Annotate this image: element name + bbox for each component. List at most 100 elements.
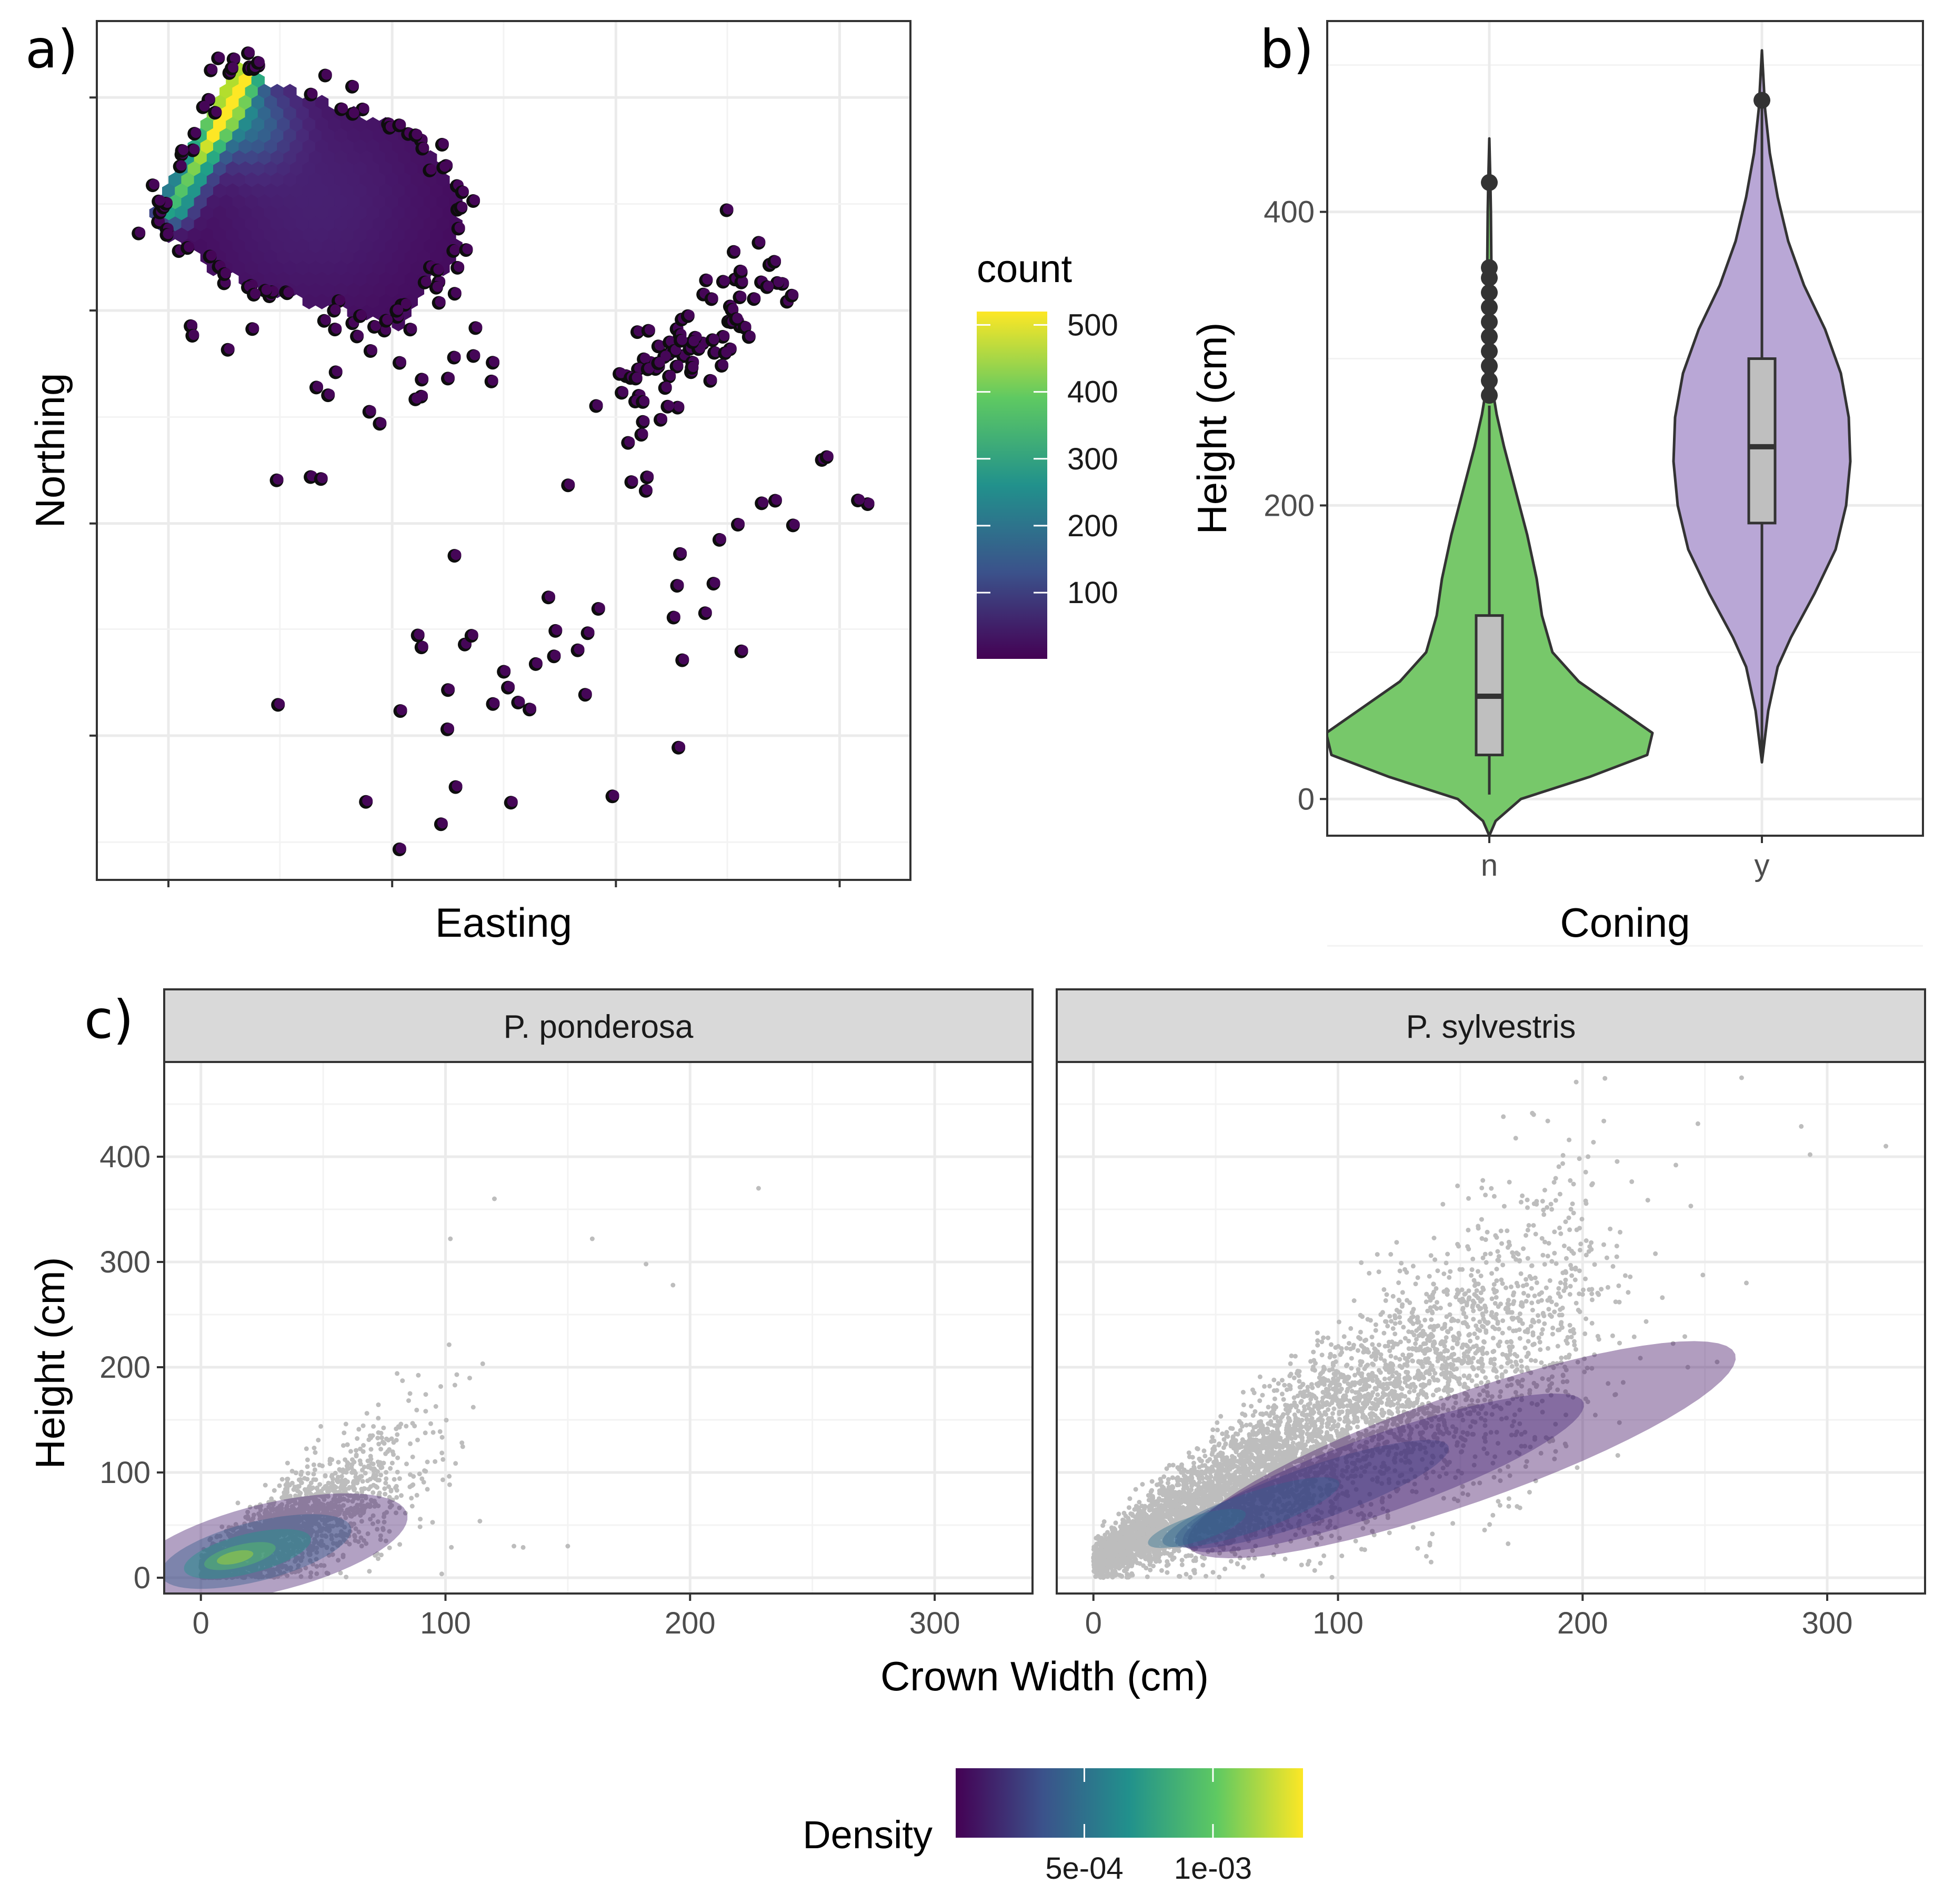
hex-point <box>395 843 406 854</box>
panel-b-violins <box>1327 49 1852 836</box>
scatter-point <box>387 1529 392 1534</box>
scatter-point <box>344 1575 349 1580</box>
scatter-point <box>1553 1176 1558 1181</box>
hex-bin <box>322 150 335 166</box>
scatter-point <box>425 1459 430 1465</box>
hex-point <box>452 780 463 791</box>
hex-bin <box>251 183 265 199</box>
hex-bin <box>289 139 303 155</box>
scatter-point <box>1553 1198 1558 1203</box>
scatter-point <box>278 1522 283 1527</box>
scatter-point <box>336 1558 341 1563</box>
hex-point <box>458 186 469 197</box>
hex-point <box>758 497 769 508</box>
hex-bin <box>385 260 399 276</box>
scatter-point <box>1406 1346 1411 1351</box>
scatter-point <box>1116 1511 1121 1517</box>
hex-point <box>444 723 454 734</box>
scatter-point <box>353 1526 358 1531</box>
hex-bin <box>373 194 386 210</box>
hex-point <box>439 161 450 172</box>
hex-point <box>732 313 743 324</box>
scatter-point <box>378 1447 384 1452</box>
scatter-point <box>302 1522 307 1528</box>
hex-bin <box>232 260 246 276</box>
hex-bin <box>392 227 405 243</box>
scatter-point <box>1164 1466 1169 1471</box>
scatter-point <box>387 1447 392 1452</box>
scatter-point <box>200 1574 205 1579</box>
scatter-point <box>1318 1560 1323 1566</box>
scatter-point <box>407 1391 413 1396</box>
scatter-point <box>1515 1394 1520 1399</box>
scatter-point <box>326 1553 332 1558</box>
scatter-point <box>254 1525 259 1530</box>
scatter-point <box>1567 1322 1572 1328</box>
hex-bin <box>238 73 252 88</box>
scatter-point <box>1589 1366 1595 1371</box>
hex-bin <box>392 249 405 265</box>
scatter-point <box>353 1538 358 1543</box>
scatter-point <box>207 1554 212 1559</box>
hex-bin <box>340 139 354 155</box>
hex-point <box>393 304 404 315</box>
hex-point <box>317 473 328 484</box>
hex-bin <box>213 139 227 155</box>
hex-point <box>472 322 483 333</box>
hex-bin <box>264 227 278 243</box>
hex-point <box>406 323 417 334</box>
outlier-n <box>1481 328 1498 345</box>
scatter-point <box>284 1504 289 1509</box>
hex-point <box>642 484 653 495</box>
scatter-point <box>387 1495 392 1500</box>
scatter-point <box>341 1443 346 1448</box>
hex-point <box>773 276 784 287</box>
scatter-point <box>1507 1450 1512 1455</box>
scatter-point <box>350 1485 355 1490</box>
scatter-point <box>320 1464 325 1468</box>
hex-bin <box>264 205 278 221</box>
hex-point <box>187 319 198 330</box>
hex-bin <box>315 227 329 243</box>
scatter-point <box>1341 1334 1347 1339</box>
scatter-point <box>252 1556 257 1561</box>
panel-a-legend-title: count <box>977 247 1072 290</box>
hex-point <box>701 607 712 618</box>
scatter-point <box>211 1569 216 1574</box>
hex-bin <box>264 183 278 199</box>
hex-bin <box>270 84 284 99</box>
hex-point <box>789 519 800 530</box>
scatter-point <box>1390 1374 1395 1379</box>
scatter-point <box>1519 1364 1524 1369</box>
scatter-point <box>1489 1312 1494 1318</box>
scatter-point <box>285 1477 290 1481</box>
scatter-outlier <box>492 1196 497 1201</box>
hex-point <box>708 334 719 345</box>
scatter-point <box>417 1471 422 1477</box>
hex-bin <box>353 249 367 265</box>
scatter-point <box>1345 1476 1350 1481</box>
scatter-point <box>1218 1414 1224 1419</box>
hex-bin <box>264 249 278 265</box>
hex-bin <box>398 260 412 276</box>
scatter-point <box>1522 1345 1528 1350</box>
panel-b-x-title: Coning <box>1560 899 1690 946</box>
hex-point <box>574 644 585 655</box>
scatter-point <box>1608 1226 1613 1231</box>
hex-point <box>229 53 241 64</box>
hex-bin <box>283 238 297 254</box>
hex-point <box>356 309 367 320</box>
hex-bin <box>289 183 303 199</box>
scatter-point <box>217 1553 223 1558</box>
scatter-point <box>1518 1358 1524 1364</box>
hex-bin <box>385 172 399 188</box>
hex-bin <box>219 106 233 122</box>
scatter-point <box>313 1505 318 1510</box>
hex-point <box>673 579 684 590</box>
hex-bin <box>302 117 316 133</box>
hex-point <box>702 274 713 285</box>
scatter-point <box>425 1487 430 1492</box>
hex-bin <box>245 150 258 166</box>
hex-bin <box>187 161 201 177</box>
scatter-point <box>446 1342 452 1347</box>
